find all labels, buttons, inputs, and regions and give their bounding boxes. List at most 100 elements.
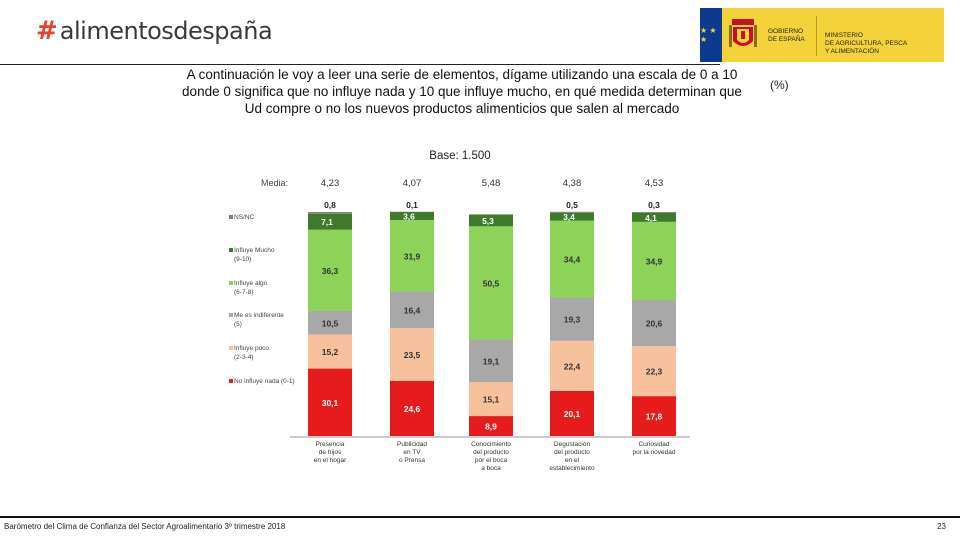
legend-label-mucho: (9-10) [234, 256, 251, 263]
data-label-nada: 24,6 [404, 404, 421, 414]
data-label-algo: 36,3 [322, 266, 339, 276]
page-number: 23 [937, 522, 946, 531]
bar-segment-nsnc [632, 212, 676, 213]
data-label-algo: 31,9 [404, 251, 421, 261]
unit-label: (%) [770, 78, 789, 92]
data-label-nada: 30,1 [322, 398, 339, 408]
data-label-algo: 50,5 [483, 278, 500, 288]
data-label-algo: 34,4 [564, 255, 581, 265]
legend-label-nada: No influye nada (0-1) [234, 378, 295, 385]
category-label: por el boca [475, 457, 508, 464]
media-value: 4,23 [321, 178, 340, 189]
media-value: 4,07 [403, 178, 422, 189]
data-label-nsnc: 0,3 [648, 200, 660, 210]
bar-segment-algo [469, 226, 513, 340]
bar-segment-indiferente [632, 300, 676, 347]
eu-stars: ★ ★ ★ [700, 26, 717, 44]
data-label-poco: 23,5 [404, 350, 421, 360]
legend-label-mucho: Influye Mucho [234, 247, 275, 254]
legend-swatch-nada [229, 379, 233, 383]
data-label-poco: 22,3 [646, 367, 663, 377]
category-label: Curiosidad [638, 441, 669, 448]
media-value: 5,48 [482, 178, 501, 189]
gov-line-1: GOBIERNO [768, 28, 804, 35]
bar-segment-algo [632, 221, 676, 301]
bar-segment-nsnc [308, 212, 352, 214]
bar-segment-poco [308, 334, 352, 369]
bar-segment-algo [308, 229, 352, 312]
category-label: a boca [481, 465, 501, 472]
bar-segment-poco [632, 346, 676, 397]
logo-wordmark: alimentosdespaña [59, 17, 273, 45]
legend-label-algo: (6-7-8) [234, 289, 254, 296]
data-label-poco: 22,4 [564, 361, 581, 371]
legend-swatch-poco [229, 346, 233, 350]
bar-segment-mucho [632, 212, 676, 222]
legend-label-poco: Influye poco [234, 345, 269, 352]
bar-segment-nada [308, 368, 352, 436]
data-label-algo: 34,9 [646, 256, 663, 266]
data-label-mucho: 3,4 [563, 212, 575, 222]
category-label: en TV [403, 449, 421, 456]
bar-segment-indiferente [469, 339, 513, 383]
legend-swatch-mucho [229, 248, 233, 252]
alimentos-de-espana-logo: # alimentosdespaña [36, 16, 273, 46]
logo-hash: # [36, 16, 58, 46]
category-label: de hijos [319, 449, 342, 456]
bar-segment-indiferente [390, 291, 434, 329]
bar-segment-poco [469, 382, 513, 417]
data-label-nada: 8,9 [485, 422, 497, 432]
data-label-nada: 17,8 [646, 412, 663, 422]
header-divider [0, 64, 720, 65]
gov-line-2: DE ESPAÑA [768, 36, 805, 43]
data-label-mucho: 7,1 [321, 217, 333, 227]
category-label: en el hogar [314, 457, 347, 464]
bar-segment-mucho [390, 212, 434, 221]
category-label: del producto [554, 449, 590, 456]
bar-segment-nada [469, 416, 513, 436]
gobierno-label: GOBIERNO DE ESPAÑA [764, 8, 816, 62]
footer-divider [0, 516, 960, 518]
bar-segment-indiferente [550, 297, 594, 341]
bar-segment-poco [550, 340, 594, 391]
footer-source: Barómetro del Clima de Confianza del Sec… [4, 522, 286, 531]
bar-segment-nada [390, 380, 434, 436]
legend-label-indiferente: Me es indiferente [234, 312, 284, 319]
legend-label-algo: Influye algo [234, 280, 268, 287]
ministry-line-1: MINISTERIO [825, 32, 863, 39]
category-label: Presencia [316, 441, 345, 448]
legend-swatch-nsnc [229, 215, 233, 219]
legend-label-nsnc: NS/NC [234, 214, 255, 221]
data-label-nsnc: 0,5 [566, 200, 578, 210]
question-text: A continuación le voy a leer una serie d… [182, 67, 742, 116]
data-label-mucho: 4,1 [645, 213, 657, 223]
legend-label-poco: (2-3-4) [234, 354, 254, 361]
data-label-poco: 15,2 [322, 347, 339, 357]
legend-label-indiferente: (5) [234, 321, 242, 328]
bar-segment-mucho [308, 213, 352, 230]
media-label: Media: [261, 178, 288, 188]
bar-segment-mucho [550, 212, 594, 221]
category-label: en el [565, 457, 580, 464]
base-label: Base: 1.500 [429, 150, 491, 162]
category-label: del producto [473, 449, 509, 456]
government-banner: ★ ★ ★ GOBIERNO DE ESPAÑA MINISTERIO DE A… [700, 8, 944, 62]
category-label: Publicidad [397, 441, 427, 448]
media-value: 4,38 [563, 178, 582, 189]
ministry-line-3: Y ALIMENTACIÓN [825, 48, 879, 55]
legend-swatch-indiferente [229, 313, 233, 317]
data-label-nsnc: 0,8 [324, 200, 336, 210]
data-label-indiferente: 19,3 [564, 315, 581, 325]
category-label: establecimiento [549, 465, 595, 472]
bar-segment-mucho [469, 214, 513, 227]
data-label-nsnc: 0,1 [406, 200, 418, 210]
data-label-nada: 20,1 [564, 409, 581, 419]
eu-flag-icon: ★ ★ ★ [700, 8, 722, 62]
data-label-indiferente: 10,5 [322, 318, 339, 328]
media-value: 4,53 [645, 178, 664, 189]
data-label-mucho: 3,6 [403, 212, 415, 222]
data-label-indiferente: 16,4 [404, 305, 421, 315]
spain-crest-icon [722, 8, 764, 62]
